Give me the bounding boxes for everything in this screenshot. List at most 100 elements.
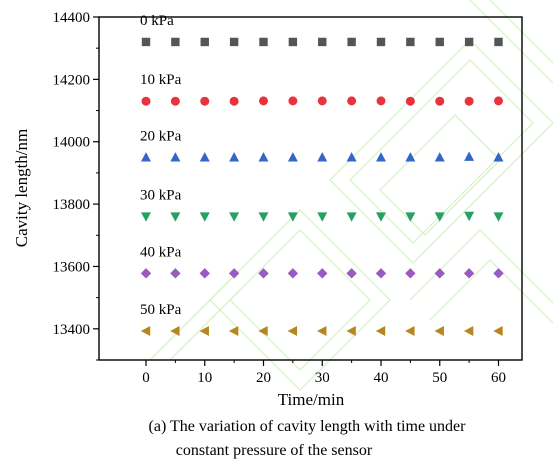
data-point — [200, 37, 209, 47]
data-point — [288, 37, 298, 47]
data-point — [346, 326, 356, 337]
data-point — [434, 152, 445, 162]
data-point — [141, 96, 151, 106]
x-axis-title: Time/min — [278, 390, 345, 409]
data-point — [493, 212, 504, 222]
data-point — [405, 212, 416, 222]
watermark-line — [169, 289, 241, 361]
data-point — [464, 211, 475, 222]
watermark-line — [469, 0, 553, 84]
data-point — [170, 96, 180, 106]
y-axis: 13400 13600 13800 14000 14200 14400 — [53, 10, 99, 361]
data-point — [347, 96, 357, 106]
y-tick-label: 13600 — [53, 259, 91, 275]
x-tick-label: 30 — [315, 370, 330, 386]
data-point — [376, 37, 386, 47]
data-point — [405, 152, 416, 162]
data-point — [493, 326, 503, 337]
plot-frame — [98, 16, 523, 361]
data-point — [347, 37, 356, 47]
data-point — [287, 152, 298, 162]
data-point — [493, 152, 504, 162]
y-tick-label: 13400 — [53, 322, 91, 338]
data-point — [434, 326, 444, 337]
series-label: 20 kPa — [140, 128, 182, 144]
data-point — [318, 37, 327, 47]
data-point — [405, 326, 415, 337]
data-point — [258, 212, 269, 222]
y-tick-label: 14000 — [53, 135, 91, 151]
data-point — [464, 96, 474, 106]
data-point — [229, 152, 240, 162]
series-label: 50 kPa — [140, 302, 182, 318]
watermark-line — [409, 229, 553, 304]
data-point — [494, 96, 503, 106]
data-point — [464, 151, 475, 161]
data-point — [258, 268, 269, 279]
data-point — [258, 152, 269, 162]
data-point — [228, 268, 240, 279]
data-point — [170, 212, 181, 222]
data-point — [435, 37, 444, 47]
series-label: 30 kPa — [140, 188, 182, 204]
data-point — [140, 326, 151, 337]
x-tick-label: 10 — [197, 370, 212, 386]
y-axis-title: Cavity length/nm — [12, 129, 31, 248]
caption-line-1: (a) The variation of cavity length with … — [149, 418, 467, 435]
data-point — [258, 326, 268, 337]
y-tick-label: 14200 — [53, 72, 91, 88]
data-point — [229, 37, 239, 47]
data-point — [493, 268, 504, 279]
data-point — [434, 268, 445, 279]
data-point — [287, 212, 298, 222]
data-point — [171, 37, 180, 47]
x-axis: 0 10 20 30 40 50 60 — [142, 360, 506, 386]
y-tick-label: 14400 — [53, 10, 91, 26]
data-point — [464, 37, 474, 47]
watermark-line — [429, 259, 553, 324]
watermark-line — [329, 39, 553, 264]
data-point — [229, 212, 240, 222]
data-point — [405, 268, 416, 279]
watermark-line — [349, 59, 534, 244]
x-tick-label: 0 — [142, 370, 150, 386]
data-point — [170, 326, 180, 337]
y-tick-label: 13800 — [53, 197, 91, 213]
data-point — [375, 268, 387, 279]
data-point — [140, 268, 152, 279]
data-point — [376, 152, 386, 162]
data-point — [199, 326, 209, 337]
data-point — [259, 37, 268, 47]
series-label: 0 kPa — [140, 13, 174, 29]
data-points — [140, 37, 504, 337]
x-tick-label: 50 — [432, 370, 447, 386]
data-point — [376, 96, 386, 106]
data-point — [199, 152, 210, 162]
data-point — [463, 268, 475, 279]
data-point — [170, 152, 181, 162]
data-point — [376, 212, 386, 222]
watermark-line — [149, 279, 231, 361]
caption-line-2: constant pressure of the sensor — [176, 442, 373, 459]
data-point — [141, 37, 151, 47]
data-point — [259, 96, 268, 106]
data-point — [375, 326, 386, 337]
data-point — [199, 268, 210, 279]
data-point — [406, 37, 415, 47]
data-point — [317, 152, 328, 162]
data-point — [141, 152, 151, 162]
data-point — [288, 96, 298, 106]
data-point — [170, 268, 181, 279]
data-point — [228, 326, 239, 337]
data-point — [317, 212, 328, 222]
x-tick-label: 20 — [256, 370, 271, 386]
data-point — [200, 96, 210, 106]
watermark-line — [229, 229, 371, 371]
x-tick-label: 60 — [491, 370, 506, 386]
data-point — [317, 96, 327, 106]
data-point — [141, 212, 151, 222]
data-point — [229, 96, 239, 106]
data-point — [317, 326, 327, 337]
